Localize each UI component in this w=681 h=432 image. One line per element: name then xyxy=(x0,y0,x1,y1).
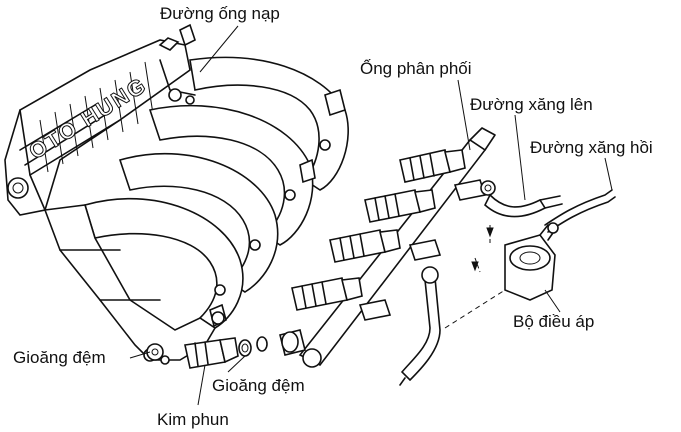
fuel-lines xyxy=(399,189,616,386)
label-injector: Kim phun xyxy=(157,410,229,429)
label-fuel-supply-line: Đường xăng lên xyxy=(470,95,593,114)
label-gasket-left: Gioăng đệm xyxy=(13,348,106,367)
label-distribution-pipe: Ống phân phối xyxy=(360,59,472,78)
loose-parts xyxy=(146,311,306,369)
rail-injectors xyxy=(291,149,466,311)
label-fuel-return-line: Đường xăng hồi xyxy=(530,138,653,157)
fuel-rail xyxy=(298,127,496,368)
intake-manifold xyxy=(4,23,349,365)
leader-lines xyxy=(129,25,613,406)
pressure-regulator-part xyxy=(504,222,559,301)
label-pressure-regulator: Bộ điều áp xyxy=(513,312,595,331)
label-intake-line: Đường ống nạp xyxy=(160,4,280,23)
label-gasket-center: Gioăng đệm xyxy=(212,376,305,395)
